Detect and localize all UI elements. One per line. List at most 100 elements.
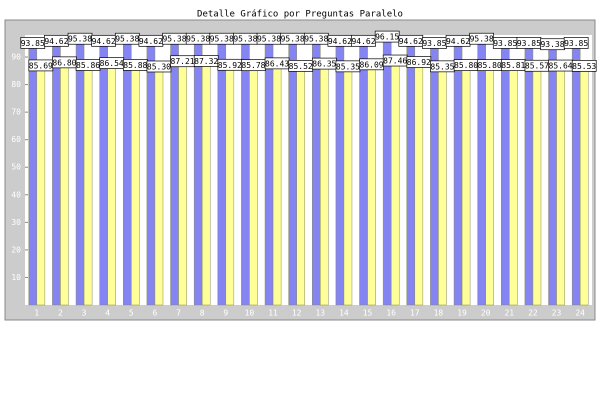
x-tick-label: 15 xyxy=(363,309,373,318)
x-tick-label: 16 xyxy=(386,309,396,318)
y-tick-label: 90 xyxy=(11,53,21,62)
value-label: 85.78 xyxy=(241,61,265,70)
value-label: 86.80 xyxy=(52,58,76,67)
value-label: 86.35 xyxy=(312,60,336,69)
y-tick-label: 20 xyxy=(11,245,21,254)
bar xyxy=(359,44,368,306)
x-tick-label: 21 xyxy=(504,309,514,318)
bar xyxy=(548,47,557,306)
x-tick-label: 13 xyxy=(315,309,325,318)
value-label: 93.85 xyxy=(21,39,45,48)
bar xyxy=(461,68,471,306)
x-tick-label: 3 xyxy=(82,309,87,318)
bar xyxy=(556,68,565,306)
value-label: 85.52 xyxy=(289,62,313,71)
bar xyxy=(146,44,156,306)
bar xyxy=(485,68,494,306)
value-label: 94.62 xyxy=(328,37,352,46)
value-label: 95.38 xyxy=(186,35,210,44)
value-label: 86.92 xyxy=(407,58,431,67)
value-label: 94.62 xyxy=(44,37,68,46)
value-label: 95.38 xyxy=(281,35,305,44)
value-label: 85.86 xyxy=(76,61,100,70)
bar xyxy=(438,69,447,306)
plot-area xyxy=(25,35,592,305)
x-tick-label: 1 xyxy=(34,309,39,318)
bar xyxy=(107,66,116,306)
value-label: 94.62 xyxy=(351,37,375,46)
value-label: 86.09 xyxy=(360,60,384,69)
value-label: 86.43 xyxy=(265,59,289,68)
bar xyxy=(83,68,93,306)
value-label: 85.80 xyxy=(478,61,502,70)
value-label: 95.38 xyxy=(257,35,281,44)
value-label: 85.53 xyxy=(572,62,596,71)
bar xyxy=(99,44,108,306)
value-label: 85.35 xyxy=(430,62,454,71)
value-label: 95.38 xyxy=(115,35,139,44)
value-label: 85.80 xyxy=(454,61,478,70)
value-label: 85.88 xyxy=(123,61,147,70)
value-label: 85.30 xyxy=(147,62,171,71)
bar xyxy=(28,46,38,306)
x-tick-label: 19 xyxy=(457,309,467,318)
value-label: 95.38 xyxy=(470,35,494,44)
bar xyxy=(335,44,345,306)
x-tick-label: 8 xyxy=(200,309,205,318)
y-tick-label: 30 xyxy=(11,218,21,227)
value-label: 93.85 xyxy=(422,39,446,48)
bar xyxy=(343,69,353,306)
value-label: 95.38 xyxy=(304,35,328,44)
value-label: 96.15 xyxy=(375,33,399,42)
value-label: 94.62 xyxy=(399,37,423,46)
y-tick-label: 60 xyxy=(11,135,21,144)
y-tick-label: 40 xyxy=(11,190,21,199)
value-label-box xyxy=(571,60,597,72)
y-tick-label: 70 xyxy=(11,108,21,117)
bar xyxy=(123,41,132,306)
value-label: 85.57 xyxy=(525,62,549,71)
bar xyxy=(453,44,463,306)
value-label: 93.38 xyxy=(540,40,564,49)
bar xyxy=(524,46,534,306)
value-label: 94.62 xyxy=(446,37,470,46)
value-label: 85.35 xyxy=(336,62,360,71)
value-label: 94.62 xyxy=(139,37,163,46)
value-label: 93.85 xyxy=(564,39,588,48)
bar xyxy=(52,44,61,306)
value-label: 85.64 xyxy=(549,62,573,71)
x-tick-label: 17 xyxy=(410,309,420,318)
bar xyxy=(154,69,164,306)
value-label: 93.85 xyxy=(493,39,517,48)
x-tick-label: 14 xyxy=(339,309,349,318)
bar xyxy=(264,41,274,306)
bar xyxy=(217,41,227,306)
bar xyxy=(60,65,69,306)
y-tick-label: 80 xyxy=(11,80,21,89)
bar xyxy=(178,64,187,306)
x-tick-label: 22 xyxy=(528,309,538,318)
bar xyxy=(367,67,376,306)
bar xyxy=(131,68,140,306)
value-label: 95.38 xyxy=(162,35,186,44)
value-label: 85.81 xyxy=(501,61,525,70)
x-tick-label: 10 xyxy=(245,309,255,318)
x-tick-label: 9 xyxy=(223,309,228,318)
value-label: 87.21 xyxy=(171,57,195,66)
y-tick-label: 50 xyxy=(11,163,21,172)
bar xyxy=(571,46,581,306)
bar xyxy=(272,66,282,306)
chart-title: Detalle Gráfico por Preguntas Paralelo xyxy=(197,10,403,20)
x-tick-label: 23 xyxy=(552,309,562,318)
x-tick-label: 2 xyxy=(58,309,63,318)
bar xyxy=(406,44,416,306)
value-label: 95.38 xyxy=(210,35,234,44)
value-label: 85.69 xyxy=(29,61,53,70)
x-tick-label: 18 xyxy=(434,309,444,318)
x-tick-label: 5 xyxy=(129,309,134,318)
value-label-box xyxy=(563,37,589,49)
bar xyxy=(201,64,211,306)
bar xyxy=(501,46,510,306)
value-label: 87.46 xyxy=(383,57,407,66)
